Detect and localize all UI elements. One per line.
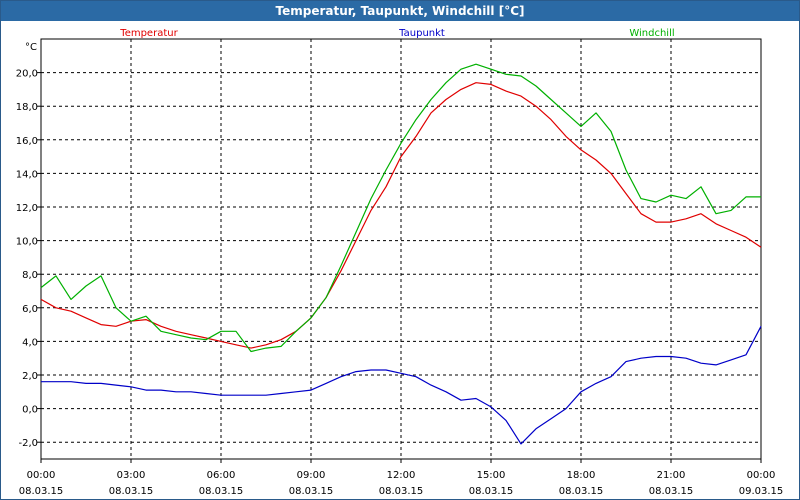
legend: Temperatur Taupunkt Windchill xyxy=(119,28,674,39)
y-tick-label: 2,0 xyxy=(22,371,38,382)
x-tick-date-label: 08.03.15 xyxy=(19,486,64,497)
legend-item-windchill: Windchill xyxy=(629,28,674,39)
x-tick-time-label: 15:00 xyxy=(477,470,506,481)
x-tick-date-label: 08.03.15 xyxy=(379,486,424,497)
legend-item-temperatur: Temperatur xyxy=(119,28,178,39)
legend-item-taupunkt: Taupunkt xyxy=(398,28,445,39)
x-tick-time-label: 00:00 xyxy=(747,470,776,481)
y-tick-label: 16,0 xyxy=(16,136,38,147)
series-line-taupunkt xyxy=(41,326,762,445)
y-axis: -2,0 0,0 2,0 4,0 6,0 8,0 10,0 12,0 14,0 16,0 18,0 2… xyxy=(16,69,41,449)
y-axis-unit-label: °C xyxy=(25,42,37,53)
y-tick-label: 12,0 xyxy=(16,203,38,214)
x-tick-date-label: 09.03.15 xyxy=(739,486,784,497)
x-tick-time-label: 03:00 xyxy=(117,470,146,481)
grid xyxy=(41,39,761,459)
y-tick-label: 0,0 xyxy=(22,405,38,416)
x-tick-time-label: 09:00 xyxy=(297,470,326,481)
y-tick-label: 18,0 xyxy=(16,102,38,113)
x-tick-date-label: 08.03.15 xyxy=(469,486,514,497)
y-tick-label: 6,0 xyxy=(22,304,38,315)
x-tick-time-label: 18:00 xyxy=(567,470,596,481)
y-tick-label: 8,0 xyxy=(22,270,38,281)
series-line-windchill xyxy=(40,63,761,353)
x-tick-time-label: 00:00 xyxy=(27,470,56,481)
window-title: Temperatur, Taupunkt, Windchill [°C] xyxy=(1,1,799,21)
x-tick-date-label: 08.03.15 xyxy=(199,486,244,497)
x-tick-date-label: 08.03.15 xyxy=(649,486,694,497)
y-tick-label: -2,0 xyxy=(18,438,38,449)
x-tick-date-label: 08.03.15 xyxy=(559,486,604,497)
x-tick-time-label: 12:00 xyxy=(387,470,416,481)
series-line-temperatur xyxy=(40,82,762,349)
y-tick-label: 4,0 xyxy=(22,337,38,348)
x-tick-date-label: 08.03.15 xyxy=(289,486,334,497)
y-tick-label: 14,0 xyxy=(16,169,38,180)
series-lines xyxy=(40,63,762,445)
x-axis: 00:00 08.03.15 03:00 08.03.15 06:00 08.03.15 0… xyxy=(19,459,784,497)
y-tick-label: 10,0 xyxy=(16,237,38,248)
x-tick-time-label: 06:00 xyxy=(207,470,236,481)
y-tick-label: 20,0 xyxy=(16,69,38,80)
x-tick-time-label: 21:00 xyxy=(657,470,686,481)
x-tick-date-label: 08.03.15 xyxy=(109,486,154,497)
